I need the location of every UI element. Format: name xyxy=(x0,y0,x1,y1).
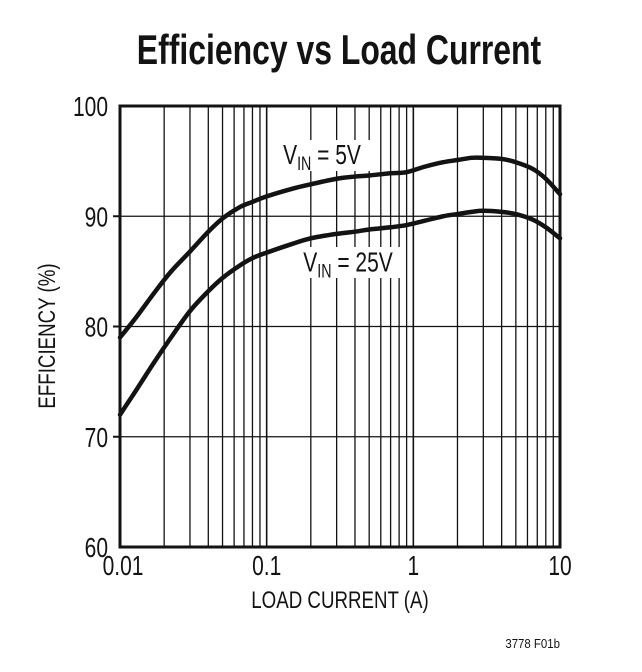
x-tick-001: 0.01 xyxy=(103,551,144,582)
y-tick-90: 90 xyxy=(85,203,108,234)
grid-lines xyxy=(113,106,560,547)
curve-label-vin5: VIN = 5V xyxy=(283,140,361,174)
curve-label-vin5-sub: IN xyxy=(297,153,311,174)
label-mask-vin5 xyxy=(272,140,372,171)
x-tick-10: 10 xyxy=(548,551,571,582)
curve-label-vin5-rest: = 5V xyxy=(311,140,361,171)
curve-label-vin5-base: V xyxy=(283,140,297,171)
curve-label-vin25: VIN = 25V xyxy=(303,248,393,282)
curve-label-vin25-sub: IN xyxy=(317,261,331,282)
x-tick-01: 0.1 xyxy=(252,551,281,582)
x-tick-1: 1 xyxy=(407,551,419,582)
figure-note: 3778 F01b xyxy=(505,636,560,651)
label-mask-vin25 xyxy=(294,247,402,278)
y-tick-60: 60 xyxy=(85,533,108,564)
curve-vin25 xyxy=(117,208,563,417)
y-axis-label: EFFICIENCY (%) xyxy=(34,263,61,408)
efficiency-curves xyxy=(117,155,563,417)
plot-border xyxy=(118,104,562,549)
y-tick-80: 80 xyxy=(85,313,108,344)
curve-label-vin25-base: V xyxy=(303,248,317,279)
y-tick-70: 70 xyxy=(85,423,108,454)
y-tick-100: 100 xyxy=(73,92,108,123)
x-axis-label: LOAD CURRENT (A) xyxy=(251,587,428,614)
curve-vin5 xyxy=(117,155,563,340)
chart-title: Efficiency vs Load Current xyxy=(137,26,541,73)
curve-label-vin25-rest: = 25V xyxy=(331,248,393,279)
